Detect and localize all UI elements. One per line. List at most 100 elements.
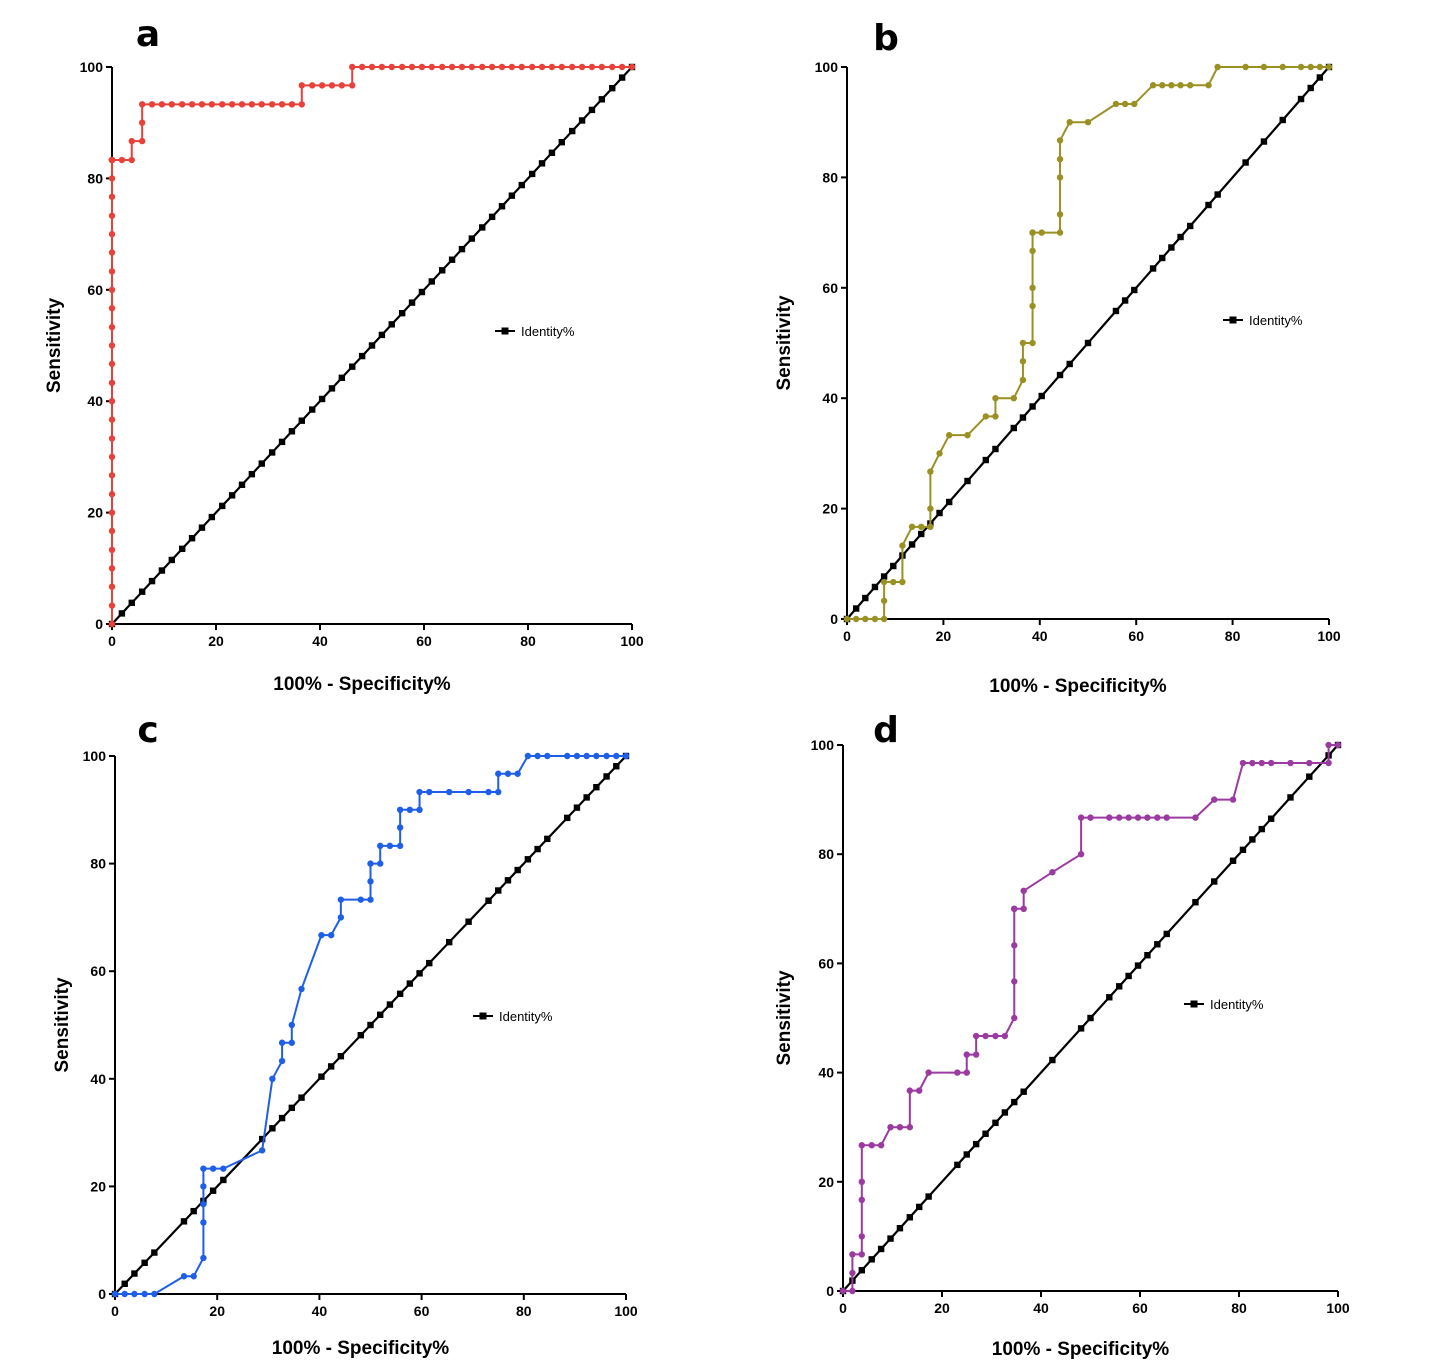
y-tick-label: 100 bbox=[83, 748, 107, 764]
roc-point bbox=[1029, 229, 1036, 236]
identity-point bbox=[208, 513, 216, 521]
identity-point bbox=[868, 1256, 875, 1263]
identity-point bbox=[1192, 899, 1199, 906]
roc-point bbox=[367, 896, 374, 903]
identity-point bbox=[1211, 878, 1218, 885]
roc-point bbox=[972, 1032, 980, 1040]
roc-point bbox=[1077, 851, 1085, 858]
roc-point bbox=[288, 1021, 296, 1029]
roc-point bbox=[1260, 63, 1268, 71]
identity-point bbox=[1038, 392, 1045, 400]
roc-point bbox=[1239, 759, 1247, 767]
identity-point bbox=[887, 1235, 894, 1242]
identity-point bbox=[179, 545, 186, 553]
roc-point bbox=[858, 1233, 866, 1240]
roc-point bbox=[128, 156, 135, 164]
roc-point bbox=[896, 1124, 904, 1131]
roc-point bbox=[1134, 814, 1142, 821]
roc-point bbox=[118, 156, 126, 164]
identity-point bbox=[190, 1207, 197, 1215]
x-tick-label: 40 bbox=[1032, 628, 1048, 644]
roc-point bbox=[1011, 905, 1018, 912]
roc-point bbox=[495, 770, 502, 777]
identity-point bbox=[618, 74, 626, 81]
identity-point bbox=[445, 938, 453, 946]
roc-point bbox=[1056, 155, 1064, 163]
roc-point bbox=[220, 1165, 227, 1172]
roc-point bbox=[1116, 814, 1123, 821]
roc-point bbox=[108, 491, 116, 498]
identity-point bbox=[518, 181, 525, 189]
roc-point bbox=[168, 101, 175, 108]
identity-point bbox=[588, 106, 596, 114]
roc-point bbox=[1154, 814, 1161, 821]
x-tick-label: 0 bbox=[843, 628, 851, 644]
roc-point bbox=[367, 860, 374, 867]
legend-marker bbox=[1229, 316, 1237, 324]
roc-point bbox=[925, 1069, 932, 1076]
roc-point bbox=[1325, 759, 1332, 767]
identity-point bbox=[992, 445, 999, 453]
identity-point bbox=[458, 245, 466, 253]
roc-point bbox=[108, 249, 116, 256]
y-tick-label: 0 bbox=[826, 1283, 834, 1299]
roc-point bbox=[609, 63, 616, 71]
roc-point bbox=[190, 1273, 197, 1280]
roc-point bbox=[121, 1290, 128, 1298]
roc-point bbox=[138, 119, 146, 126]
roc-point bbox=[1011, 978, 1018, 985]
roc-point bbox=[548, 63, 556, 71]
roc-point bbox=[583, 752, 590, 760]
identity-point bbox=[964, 477, 971, 485]
roc-point bbox=[573, 752, 581, 760]
identity-point bbox=[1112, 307, 1120, 315]
roc-point bbox=[564, 752, 571, 760]
roc-point bbox=[179, 101, 186, 108]
identity-series bbox=[111, 752, 630, 1298]
identity-point bbox=[398, 309, 406, 317]
roc-point bbox=[377, 842, 384, 850]
roc-point bbox=[1334, 741, 1342, 749]
identity-point bbox=[1306, 773, 1313, 780]
roc-point bbox=[458, 63, 466, 71]
roc-point bbox=[498, 63, 506, 71]
roc-point bbox=[906, 1124, 914, 1131]
x-tick-label: 0 bbox=[111, 1303, 119, 1319]
y-tick-label: 20 bbox=[818, 1174, 834, 1190]
identity-point bbox=[337, 1053, 345, 1060]
roc-point bbox=[1019, 358, 1027, 365]
roc-point bbox=[278, 101, 286, 108]
roc-point bbox=[1168, 82, 1175, 89]
identity-point bbox=[220, 1176, 227, 1184]
identity-point bbox=[569, 127, 576, 135]
y-axis-title: Sensitivity bbox=[52, 977, 73, 1072]
legend-marker bbox=[479, 1012, 487, 1020]
roc-point bbox=[1131, 100, 1138, 108]
roc-point bbox=[877, 1142, 885, 1149]
identity-point bbox=[544, 835, 551, 843]
identity-point bbox=[1177, 233, 1184, 241]
roc-point bbox=[200, 1254, 207, 1262]
x-tick-label: 80 bbox=[1231, 1300, 1247, 1316]
roc-point bbox=[108, 212, 116, 219]
identity-point bbox=[408, 299, 416, 306]
roc-point bbox=[479, 63, 486, 71]
roc-point bbox=[248, 101, 256, 108]
identity-point bbox=[268, 449, 276, 456]
identity-point bbox=[278, 1114, 286, 1122]
roc-point bbox=[108, 435, 116, 442]
panel-label: a bbox=[136, 14, 160, 55]
identity-point bbox=[1159, 254, 1166, 262]
roc-point bbox=[538, 63, 546, 71]
x-tick-label: 20 bbox=[208, 633, 224, 649]
roc-point bbox=[108, 379, 116, 387]
identity-point bbox=[534, 845, 541, 853]
roc-point bbox=[1029, 284, 1036, 291]
identity-point bbox=[504, 877, 512, 884]
x-tick-label: 60 bbox=[1128, 628, 1144, 644]
identity-point bbox=[963, 1151, 970, 1158]
roc-point bbox=[1020, 905, 1027, 912]
identity-point bbox=[916, 1203, 923, 1211]
roc-point bbox=[219, 101, 226, 108]
x-tick-label: 0 bbox=[108, 633, 116, 649]
